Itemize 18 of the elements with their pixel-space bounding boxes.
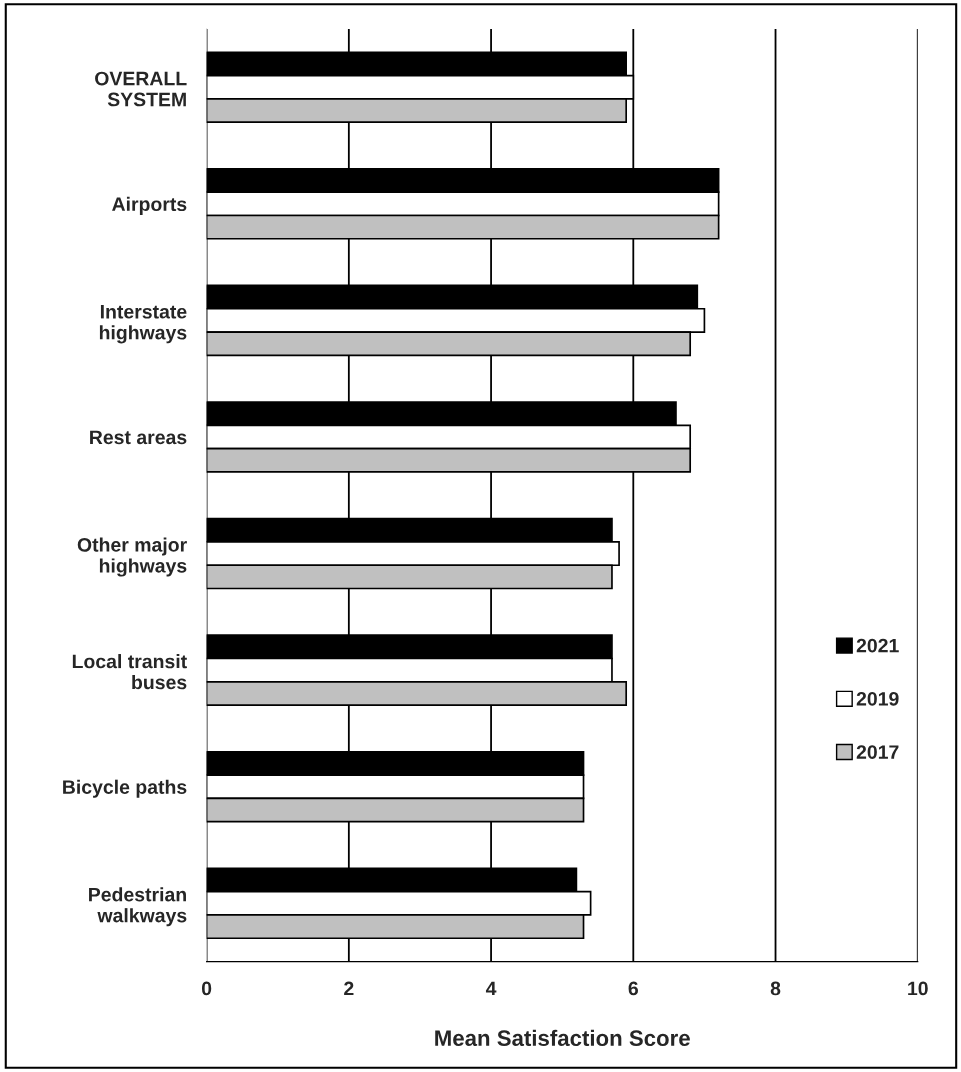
x-tick-label: 0 [201,981,212,996]
x-axis-title: Mean Satisfaction Score [435,1029,690,1047]
x-tick-label: 8 [770,981,781,996]
x-tick-label: 2 [344,981,354,996]
x-tick-label: 10 [908,981,928,996]
y-tick-label: Other major highways [77,537,187,577]
legend-label: 2017 [856,745,899,759]
legend-label: 2019 [856,691,899,706]
x-tick-label: 4 [485,981,497,996]
y-tick-label: Pedestrian walkways [89,887,187,927]
legend-label: 2021 [856,638,899,653]
y-tick-label: Bicycle paths [63,779,187,798]
y-tick-label: Local transit buses [72,654,187,690]
x-tick-label: 6 [628,981,638,996]
y-tick-label: Interstate highways [99,305,187,344]
y-tick-label: Airports [112,196,187,215]
y-tick-label: Rest areas [90,430,187,445]
y-tick-label: OVERALL SYSTEM [95,71,187,107]
